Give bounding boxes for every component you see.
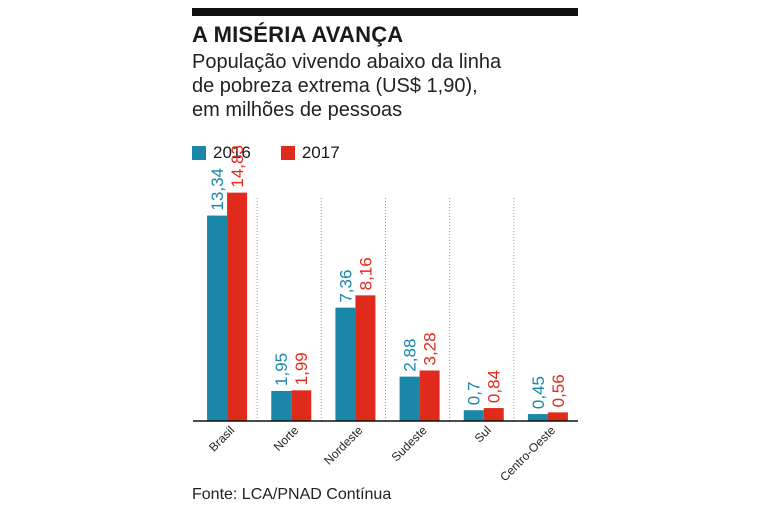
data-label-2017-norte: 1,99: [292, 352, 311, 385]
legend-label-2016: 2016: [213, 143, 251, 162]
top-rule: [192, 8, 578, 16]
bar-2017-brasil: [227, 192, 248, 421]
bar-2017-nordeste: [355, 295, 376, 421]
bar-2017-norte: [291, 390, 312, 421]
bar-2017-sul: [483, 408, 504, 421]
data-label-2016-centro-oeste: 0,45: [529, 376, 548, 409]
chart-title: A MISÉRIA AVANÇA: [192, 22, 404, 47]
category-label-brasil: Brasil: [206, 423, 237, 454]
category-label-nordeste: Nordeste: [321, 423, 366, 468]
bar-2016-sul: [463, 410, 484, 421]
category-label-sudeste: Sudeste: [389, 423, 430, 464]
data-label-2016-sul: 0,7: [465, 382, 484, 406]
data-label-2017-brasil: 14,83: [228, 145, 247, 188]
legend-label-2017: 2017: [301, 143, 340, 162]
legend-item-2016: 2016: [192, 143, 251, 163]
bar-2016-centro-oeste: [527, 414, 548, 421]
subtitle-line: População vivendo abaixo da linha: [192, 51, 502, 73]
data-label-2016-nordeste: 7,36: [336, 270, 355, 303]
legend-item-2017: 2017: [280, 143, 340, 163]
subtitle-line: de pobreza extrema (US$ 1,90),: [192, 75, 478, 97]
category-label-sul: Sul: [472, 423, 494, 445]
bar-2016-brasil: [207, 215, 228, 421]
bar-2017-centro-oeste: [547, 412, 568, 421]
data-label-2017-nordeste: 8,16: [356, 257, 375, 290]
category-label-norte: Norte: [271, 423, 302, 454]
chart-subtitle: População vivendo abaixo da linha de pob…: [192, 50, 592, 122]
subtitle-line: em milhões de pessoas: [192, 99, 403, 121]
category-label-centro-oeste: Centro-Oeste: [497, 423, 558, 484]
data-label-2017-sudeste: 3,28: [421, 332, 440, 365]
data-label-2016-norte: 1,95: [272, 353, 291, 386]
data-label-2017-sul: 0,84: [485, 370, 504, 403]
bar-2017-sudeste: [419, 370, 440, 421]
bar-2016-norte: [271, 390, 292, 421]
source-note: Fonte: LCA/PNAD Contínua: [192, 486, 392, 503]
data-label-2016-sudeste: 2,88: [401, 339, 420, 372]
data-label-2016-brasil: 13,34: [208, 168, 227, 211]
legend-swatch-2016: [192, 146, 206, 160]
bar-2016-sudeste: [399, 376, 420, 421]
data-label-2017-centro-oeste: 0,56: [549, 374, 568, 407]
legend-swatch-2017: [280, 146, 295, 160]
legend: 2016 2017: [192, 143, 370, 163]
bar-2016-nordeste: [335, 307, 356, 421]
